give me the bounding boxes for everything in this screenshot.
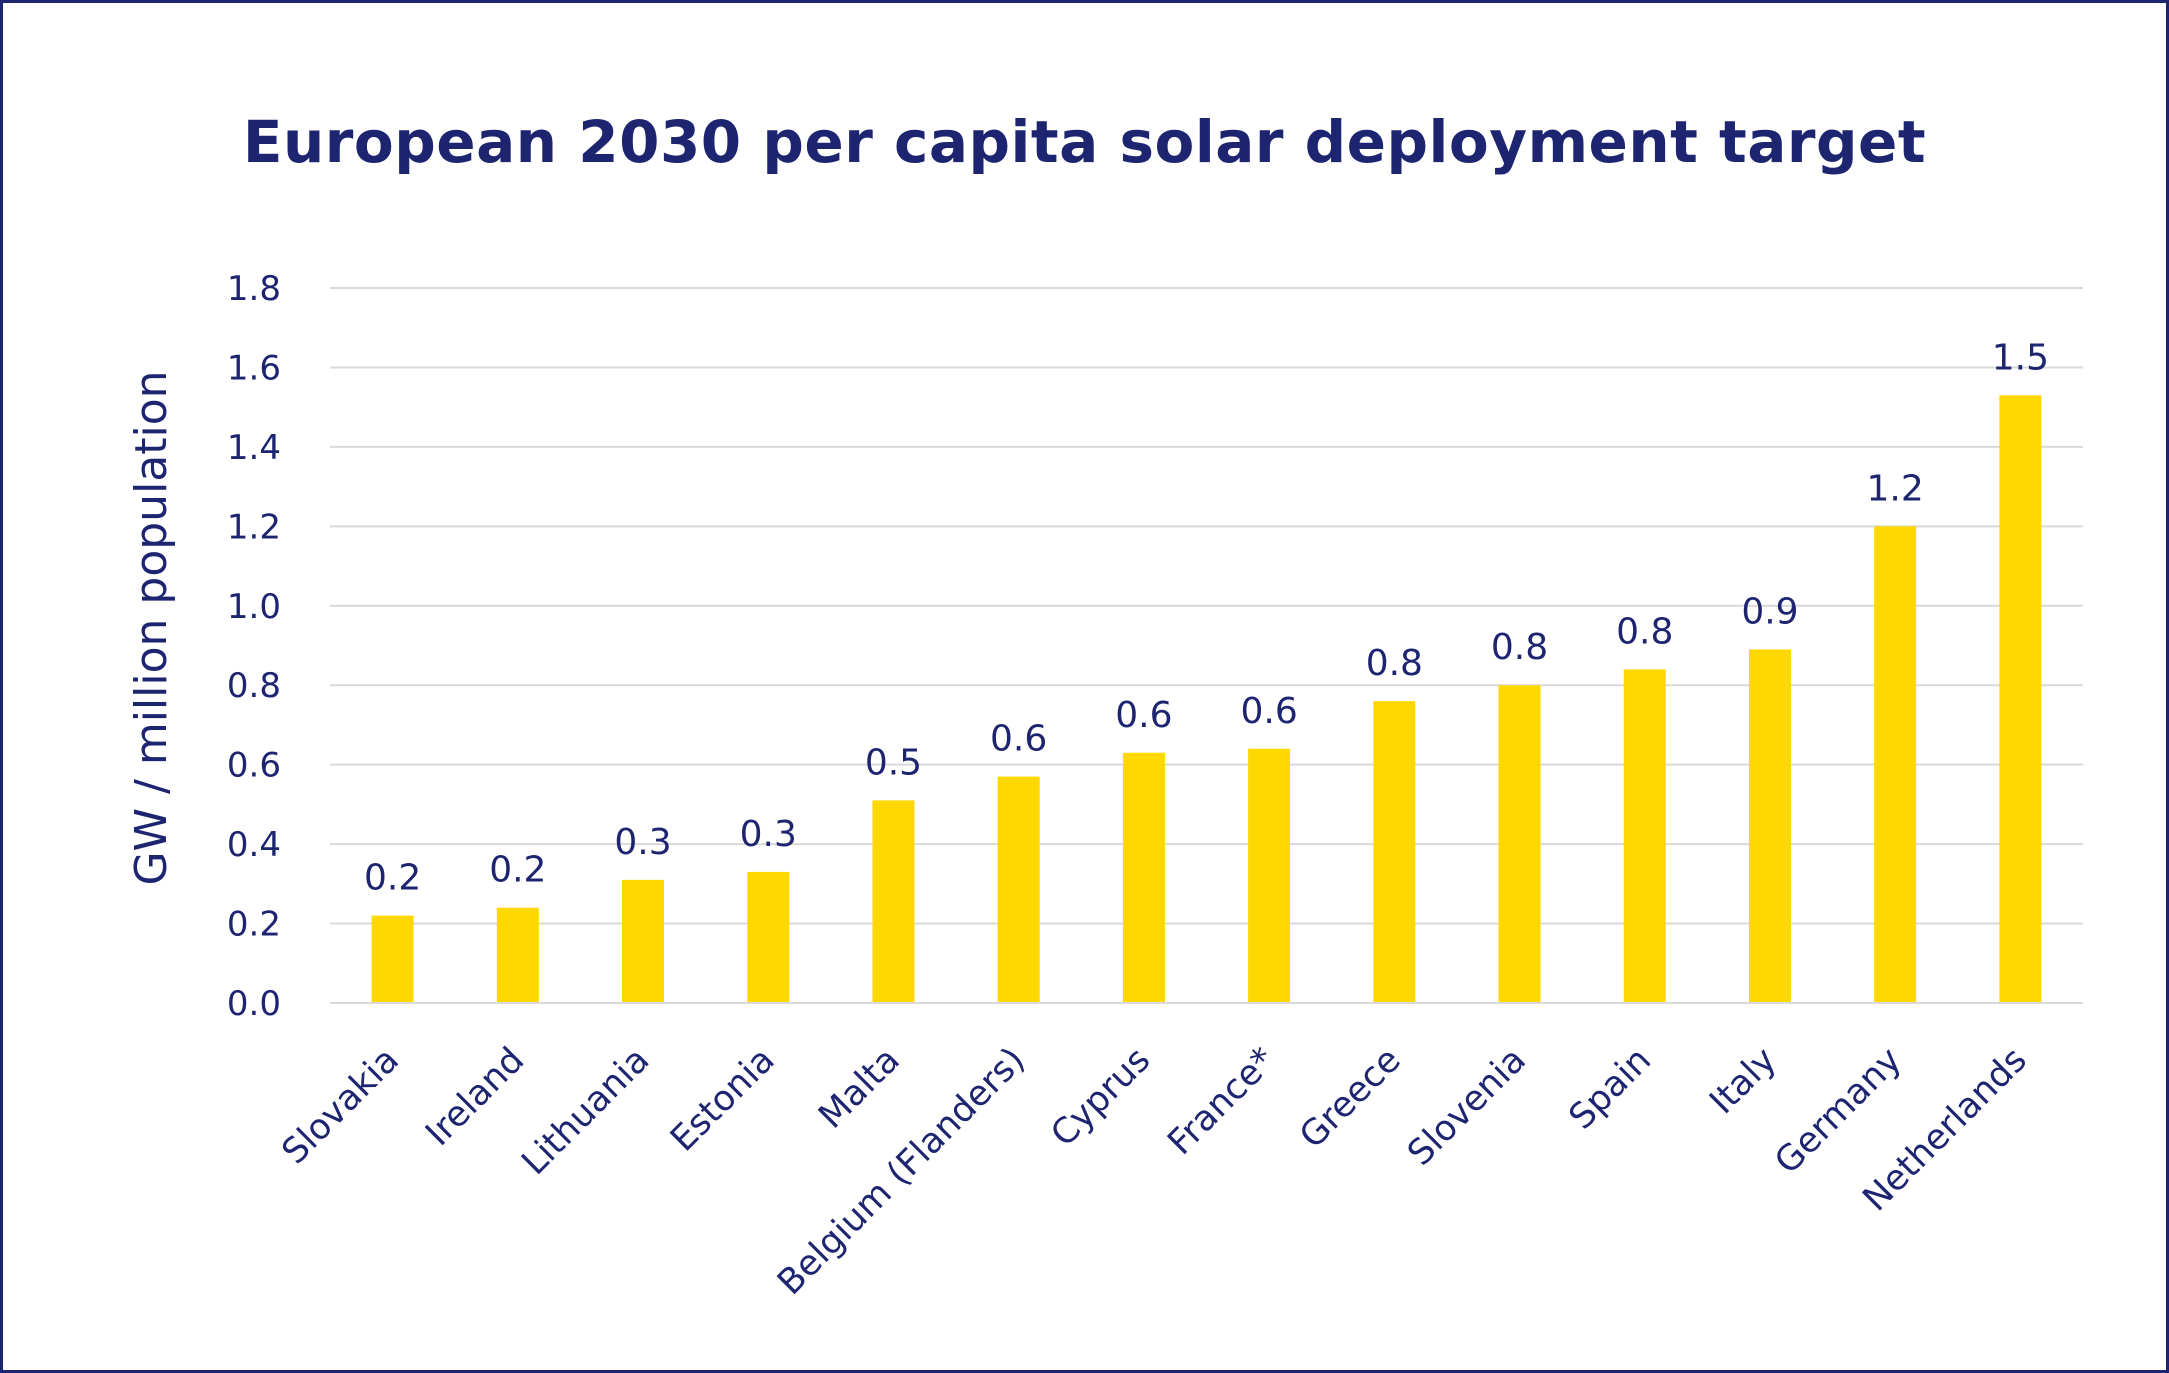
data-label: 1.2: [1867, 468, 1924, 509]
y-axis-label: GW / million population: [126, 370, 177, 885]
bar: [872, 800, 915, 1003]
bar: [1248, 748, 1291, 1003]
y-tick-label: 0.4: [227, 825, 281, 865]
category-label: Lithuania: [514, 1040, 657, 1183]
y-tick-label: 0.8: [227, 666, 281, 706]
bar: [622, 879, 665, 1003]
y-tick-label: 1.8: [227, 269, 281, 309]
bar: [1498, 685, 1541, 1003]
data-label: 1.5: [1992, 337, 2049, 378]
bar: [1122, 752, 1165, 1003]
data-label: 0.5: [865, 742, 922, 783]
data-label: 0.3: [614, 822, 671, 863]
data-label: 0.6: [990, 719, 1047, 760]
category-label: Belgium (Flanders): [770, 1040, 1033, 1303]
bar: [747, 871, 790, 1003]
y-tick-label: 1.0: [227, 587, 281, 627]
bar: [997, 776, 1040, 1003]
category-label: Cyprus: [1044, 1040, 1159, 1155]
category-label: France*: [1161, 1040, 1284, 1163]
y-tick-label: 0.6: [227, 746, 281, 786]
data-label: 0.9: [1741, 591, 1798, 632]
y-tick-label: 0.0: [227, 984, 281, 1024]
data-label: 0.2: [489, 850, 546, 891]
y-tick-label: 0.2: [227, 905, 281, 945]
data-label: 0.2: [364, 858, 421, 899]
category-label: Malta: [811, 1040, 908, 1137]
bar: [496, 907, 539, 1003]
y-tick-label: 1.6: [227, 348, 281, 388]
category-label: Slovenia: [1400, 1040, 1534, 1174]
chart-title: European 2030 per capita solar deploymen…: [242, 108, 1927, 176]
category-label: Italy: [1702, 1040, 1784, 1122]
category-label: Spain: [1562, 1040, 1659, 1137]
category-label: Estonia: [663, 1040, 782, 1159]
y-tick-label: 1.4: [227, 428, 281, 468]
data-label: 0.3: [740, 814, 797, 855]
bar: [1748, 649, 1791, 1003]
bar: [371, 915, 414, 1003]
category-label: Ireland: [418, 1040, 532, 1154]
category-label: Greece: [1292, 1040, 1408, 1156]
bar: [1874, 526, 1917, 1003]
data-label: 0.8: [1366, 643, 1423, 684]
bar: [1999, 395, 2042, 1003]
category-label: Slovakia: [275, 1040, 407, 1172]
data-label: 0.6: [1115, 695, 1172, 736]
data-label: 0.8: [1491, 627, 1548, 668]
data-label: 0.8: [1616, 611, 1673, 652]
bar: [1373, 701, 1416, 1003]
bar: [1623, 669, 1666, 1003]
y-tick-label: 1.2: [227, 507, 281, 547]
data-label: 0.6: [1240, 691, 1297, 732]
